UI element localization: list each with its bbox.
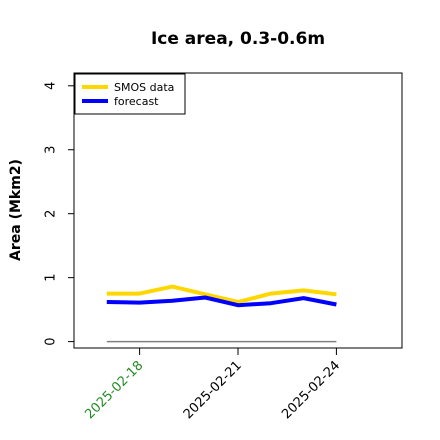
y-tick-label: 2 (44, 210, 59, 218)
y-tick-label: 0 (44, 337, 59, 345)
y-tick-label: 4 (44, 82, 59, 90)
series-layer (106, 284, 337, 308)
x-axis: 2025-02-18 2025-02-21 2025-02-24 (82, 348, 343, 422)
legend-label: forecast (114, 95, 159, 108)
y-tick-label: 3 (44, 146, 59, 154)
legend-box (74, 73, 186, 115)
series-line-forecast (106, 295, 337, 308)
y-axis-label: Area (Mkm2) (8, 159, 24, 261)
chart-title: Ice area, 0.3-0.6m (151, 29, 325, 49)
x-tick-label: 2025-02-18 (82, 358, 146, 422)
y-axis: 0 1 2 3 4 (44, 82, 74, 346)
x-tick-label: 2025-02-21 (181, 358, 245, 422)
x-tick-label: 2025-02-24 (279, 358, 343, 422)
y-tick-label: 1 (44, 274, 59, 282)
legend-label: SMOS data (114, 81, 174, 94)
series-line-smos-data (106, 284, 337, 304)
